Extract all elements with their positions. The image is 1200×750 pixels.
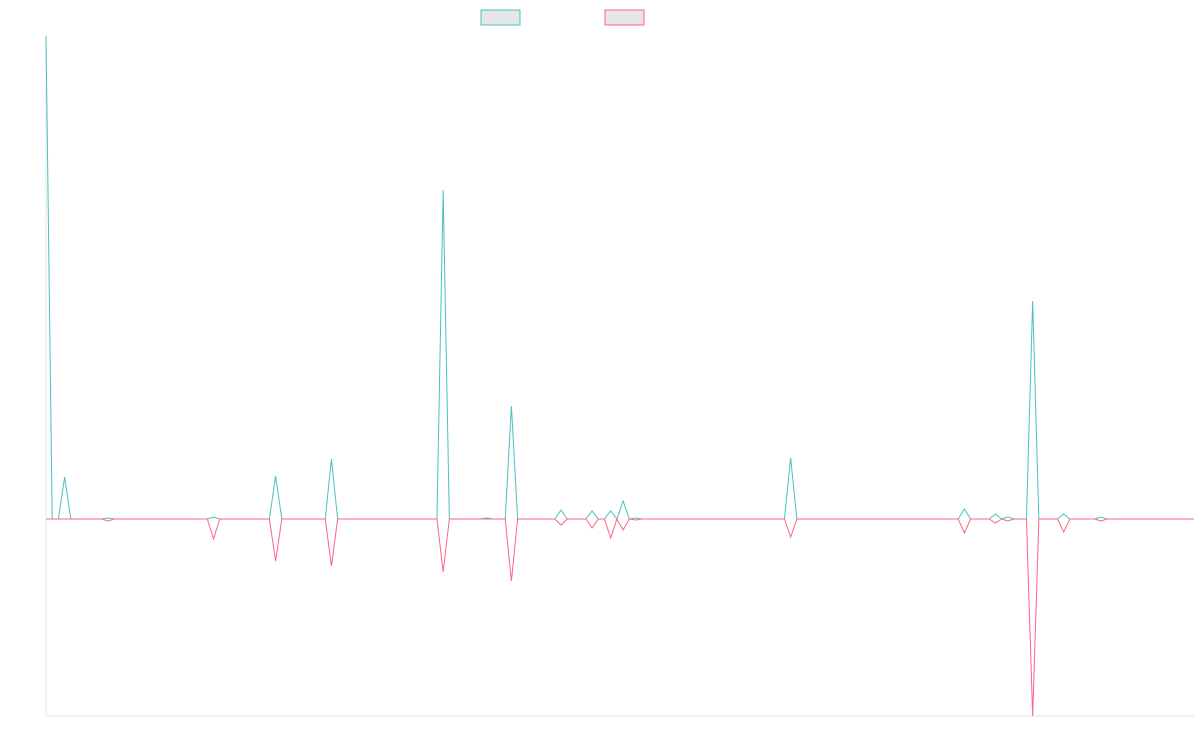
legend-swatch	[480, 9, 521, 26]
series-line	[45, 35, 1194, 521]
series-line	[46, 517, 1194, 717]
legend-swatch	[604, 9, 645, 26]
